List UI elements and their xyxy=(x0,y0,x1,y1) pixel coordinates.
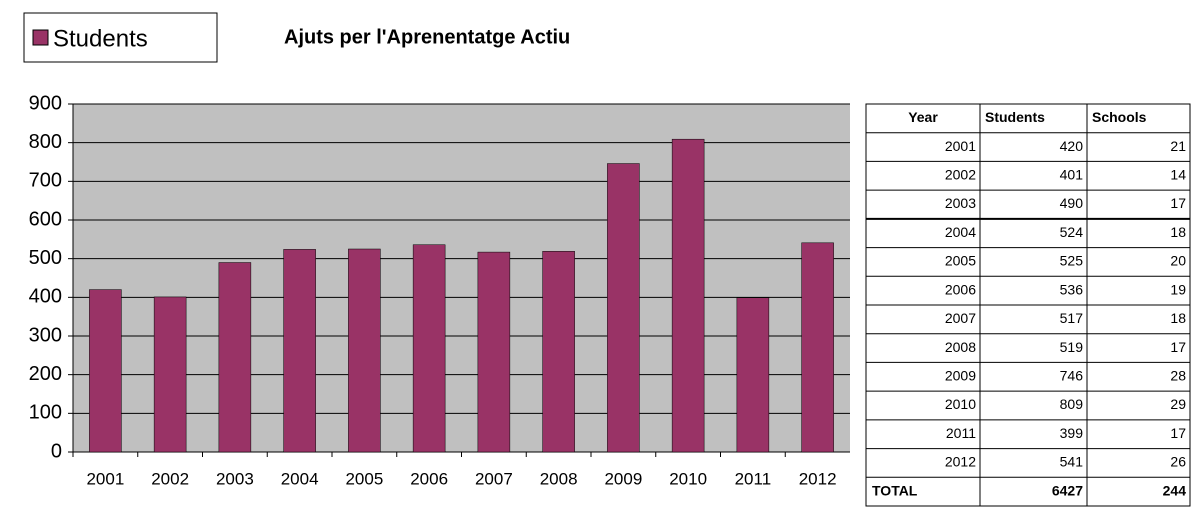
y-tick-label: 500 xyxy=(29,247,62,269)
bar xyxy=(736,297,770,453)
table-header: Schools xyxy=(1092,109,1147,125)
table-cell: 517 xyxy=(1060,310,1084,326)
bar xyxy=(412,244,446,453)
table-cell: 17 xyxy=(1170,425,1186,441)
bar xyxy=(218,262,252,453)
table-header: Students xyxy=(985,109,1045,125)
table-cell: 519 xyxy=(1060,339,1084,355)
table-cell: 19 xyxy=(1170,281,1186,297)
x-tick-label: 2006 xyxy=(410,469,448,488)
table-cell: 20 xyxy=(1170,253,1186,269)
table-cell: 2005 xyxy=(945,253,976,269)
bar xyxy=(348,248,381,453)
x-tick-label: 2011 xyxy=(735,469,772,488)
x-tick-label: 2007 xyxy=(475,469,513,488)
table-cell: 541 xyxy=(1060,454,1084,470)
table-cell: 524 xyxy=(1060,224,1084,240)
table-cell: 2012 xyxy=(945,454,976,470)
y-tick-label: 300 xyxy=(29,324,62,346)
x-tick-label: 2010 xyxy=(669,469,707,488)
table-cell: 14 xyxy=(1170,166,1186,182)
table-cell: 401 xyxy=(1060,166,1084,182)
y-tick-label: 600 xyxy=(29,208,62,230)
y-tick-label: 0 xyxy=(51,440,62,462)
x-tick-label: 2003 xyxy=(216,469,254,488)
legend-swatch xyxy=(32,29,49,46)
legend-box xyxy=(23,12,218,63)
y-tick-label: 400 xyxy=(29,286,62,308)
table-cell: 2010 xyxy=(945,396,976,412)
bar xyxy=(89,289,122,453)
legend-label: Students xyxy=(53,25,148,52)
table-cell: 2011 xyxy=(946,425,976,441)
table-cell: 2007 xyxy=(945,310,976,326)
bar xyxy=(153,296,187,453)
x-tick-label: 2012 xyxy=(799,469,837,488)
table-cell: 18 xyxy=(1170,224,1186,240)
plot-area xyxy=(73,104,850,452)
x-tick-label: 2005 xyxy=(345,469,383,488)
bar xyxy=(477,251,511,453)
bar xyxy=(542,251,575,453)
table-cell: 17 xyxy=(1170,339,1186,355)
bar xyxy=(671,138,705,453)
x-tick-label: 2008 xyxy=(540,469,578,488)
x-tick-label: 2001 xyxy=(86,469,124,488)
y-tick-label: 700 xyxy=(29,170,62,192)
table-cell: 26 xyxy=(1170,454,1186,470)
table-cell: 2002 xyxy=(945,166,976,182)
table-cell: 17 xyxy=(1170,195,1186,211)
y-tick-label: 900 xyxy=(29,92,62,114)
table-cell: 2004 xyxy=(945,224,976,240)
table-cell: 525 xyxy=(1060,253,1084,269)
table-cell: 29 xyxy=(1170,396,1186,412)
table-cell: 399 xyxy=(1060,425,1084,441)
table-cell: 21 xyxy=(1170,138,1186,154)
table-cell: 28 xyxy=(1170,367,1186,383)
table-cell: 420 xyxy=(1060,138,1084,154)
chart-title: Ajuts per l'Aprenentatge Actiu xyxy=(284,26,570,48)
table-total: 6427 xyxy=(1052,482,1083,498)
x-tick-label: 2004 xyxy=(281,469,319,488)
table-cell: 2008 xyxy=(945,339,976,355)
bar xyxy=(607,163,640,453)
table-total: TOTAL xyxy=(872,482,918,498)
y-tick-label: 200 xyxy=(29,363,62,385)
y-tick-label: 100 xyxy=(29,402,62,424)
table-total: 244 xyxy=(1163,482,1187,498)
bar xyxy=(283,249,316,453)
y-tick-label: 800 xyxy=(29,131,62,153)
table-cell: 490 xyxy=(1060,195,1084,211)
x-tick-label: 2002 xyxy=(151,469,189,488)
table-cell: 2003 xyxy=(945,195,976,211)
bar xyxy=(801,242,834,453)
table-cell: 746 xyxy=(1060,367,1084,383)
x-tick-label: 2009 xyxy=(604,469,642,488)
table-cell: 809 xyxy=(1060,396,1084,412)
table-cell: 536 xyxy=(1060,281,1084,297)
table-header: Year xyxy=(908,109,938,125)
table-cell: 18 xyxy=(1170,310,1186,326)
table-cell: 2009 xyxy=(945,367,976,383)
table-cell: 2001 xyxy=(945,138,976,154)
table-cell: 2006 xyxy=(945,281,976,297)
